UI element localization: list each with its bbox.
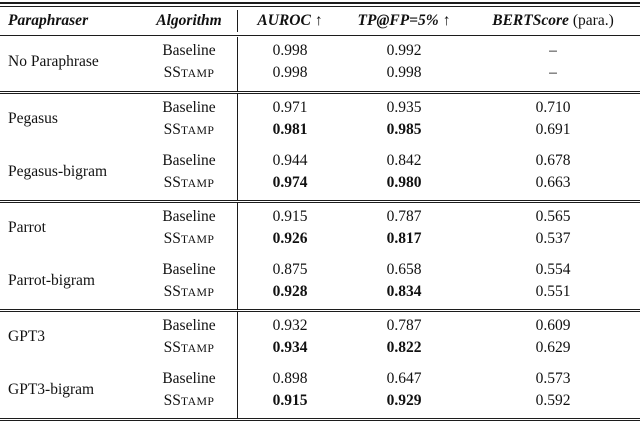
auroc-value: 0.898 [272, 370, 308, 387]
tp-at-fp-value: 0.992 [386, 42, 422, 59]
tp-at-fp-value: 0.787 [386, 317, 422, 334]
bertscore-value: 0.537 [535, 230, 571, 247]
section-gpt3: GPT3 Baseline 0.932 0.787 0.609 SSTAMP 0… [0, 312, 640, 418]
section-separator-rule [0, 200, 640, 203]
auroc-value: 0.932 [272, 317, 308, 334]
bertscore-qualifier: (para.) [572, 12, 614, 29]
paraphraser-label: GPT3-bigram [8, 381, 95, 398]
table-bottom-rule [0, 418, 640, 421]
algorithm-label-baseline: Baseline [162, 99, 216, 116]
bertscore-value: 0.592 [535, 392, 571, 409]
paraphraser-label: No Paraphrase [8, 53, 99, 70]
algorithm-label-sstamp: SSTAMP [163, 174, 215, 191]
group-pegasus-bigram: Pegasus-bigram Baseline 0.944 0.842 0.67… [0, 150, 640, 194]
auroc-value-best: 0.928 [272, 283, 308, 300]
tp-at-fp-value-best: 0.822 [386, 339, 422, 356]
auroc-value-best: 0.934 [272, 339, 308, 356]
table-header-row: Paraphraser Algorithm AUROC ↑ TP@FP=5% ↑ B… [0, 7, 640, 35]
tp-at-fp-value-best: 0.929 [386, 392, 422, 409]
up-arrow-icon: ↑ [442, 12, 451, 29]
paraphraser-label: Parrot-bigram [8, 272, 95, 289]
auroc-value-best: 0.926 [272, 230, 308, 247]
group-parrot: Parrot Baseline 0.915 0.787 0.565 SSTAMP… [0, 206, 640, 250]
table-top-rule [0, 2, 640, 7]
bertscore-value: – [549, 64, 557, 81]
auroc-value: 0.998 [272, 42, 308, 59]
algorithm-label-sstamp: SSTAMP [163, 283, 215, 300]
algorithm-label-baseline: Baseline [162, 152, 216, 169]
column-divider-line [237, 94, 239, 200]
group-parrot-bigram: Parrot-bigram Baseline 0.875 0.658 0.554… [0, 259, 640, 303]
algorithm-label-baseline: Baseline [162, 317, 216, 334]
algorithm-label-sstamp: SSTAMP [163, 230, 215, 247]
section-separator-rule [0, 91, 640, 94]
paraphraser-label: Pegasus-bigram [8, 163, 108, 180]
tp-at-fp-value: 0.647 [386, 370, 422, 387]
column-divider-line [237, 203, 239, 309]
column-header-tp-at-fp: TP@FP=5% ↑ [357, 12, 451, 29]
tp-at-fp-value: 0.658 [386, 261, 422, 278]
column-divider-line [237, 312, 239, 418]
bertscore-value: 0.609 [535, 317, 571, 334]
tp-at-fp-value-best: 0.834 [386, 283, 422, 300]
paraphraser-label: Parrot [8, 219, 46, 236]
algorithm-label-sstamp: SSTAMP [163, 392, 215, 409]
auroc-value-best: 0.981 [272, 121, 308, 138]
auroc-value: 0.875 [272, 261, 308, 278]
column-header-paraphraser: Paraphraser [8, 12, 89, 29]
auroc-value: 0.971 [272, 99, 308, 116]
group-gpt3: GPT3 Baseline 0.932 0.787 0.609 SSTAMP 0… [0, 315, 640, 359]
column-header-bertscore: BERTScore (para.) [492, 12, 614, 29]
bertscore-value: – [549, 42, 557, 59]
auroc-value: 0.944 [272, 152, 308, 169]
column-header-algorithm: Algorithm [156, 12, 222, 29]
tp-at-fp-value: 0.998 [386, 64, 422, 81]
section-pegasus: Pegasus Baseline 0.971 0.935 0.710 SSTAM… [0, 94, 640, 200]
group-gap [0, 141, 640, 150]
tp-at-fp-value: 0.787 [386, 208, 422, 225]
column-divider-line [237, 37, 239, 91]
bertscore-value: 0.573 [535, 370, 571, 387]
bertscore-value: 0.691 [535, 121, 571, 138]
bertscore-value: 0.678 [535, 152, 571, 169]
group-gap [0, 250, 640, 259]
section-no-paraphrase: No Paraphrase Baseline 0.998 0.992 – SST… [0, 37, 640, 91]
tp-at-fp-value-best: 0.980 [386, 174, 422, 191]
auroc-value-best: 0.974 [272, 174, 308, 191]
paraphraser-label: GPT3 [8, 328, 46, 345]
bertscore-value: 0.629 [535, 339, 571, 356]
section-parrot: Parrot Baseline 0.915 0.787 0.565 SSTAMP… [0, 203, 640, 309]
bertscore-value: 0.551 [535, 283, 571, 300]
tp-at-fp-value: 0.935 [386, 99, 422, 116]
algorithm-label-baseline: Baseline [162, 208, 216, 225]
header-separator-rule [0, 35, 640, 37]
tp-at-fp-value-best: 0.985 [386, 121, 422, 138]
paraphraser-label: Pegasus [8, 110, 58, 127]
column-divider-line [237, 10, 239, 32]
column-header-auroc: AUROC ↑ [257, 12, 323, 29]
algorithm-label-sstamp: SSTAMP [163, 64, 215, 81]
group-gpt3-bigram: GPT3-bigram Baseline 0.898 0.647 0.573 S… [0, 368, 640, 412]
algorithm-label-sstamp: SSTAMP [163, 339, 215, 356]
bertscore-value: 0.554 [535, 261, 571, 278]
tp-at-fp-value-best: 0.817 [386, 230, 422, 247]
auroc-value: 0.915 [272, 208, 308, 225]
group-gap [0, 359, 640, 368]
auroc-value-best: 0.915 [272, 392, 308, 409]
group-pegasus: Pegasus Baseline 0.971 0.935 0.710 SSTAM… [0, 97, 640, 141]
group-no-paraphrase: No Paraphrase Baseline 0.998 0.992 – SST… [0, 40, 640, 84]
bertscore-value: 0.565 [535, 208, 571, 225]
auroc-value: 0.998 [272, 64, 308, 81]
up-arrow-icon: ↑ [314, 12, 323, 29]
algorithm-label-baseline: Baseline [162, 42, 216, 59]
algorithm-label-baseline: Baseline [162, 261, 216, 278]
bertscore-value: 0.710 [535, 99, 571, 116]
bertscore-value: 0.663 [535, 174, 571, 191]
algorithm-label-sstamp: SSTAMP [163, 121, 215, 138]
section-separator-rule [0, 309, 640, 312]
algorithm-label-baseline: Baseline [162, 370, 216, 387]
tp-at-fp-value: 0.842 [386, 152, 422, 169]
